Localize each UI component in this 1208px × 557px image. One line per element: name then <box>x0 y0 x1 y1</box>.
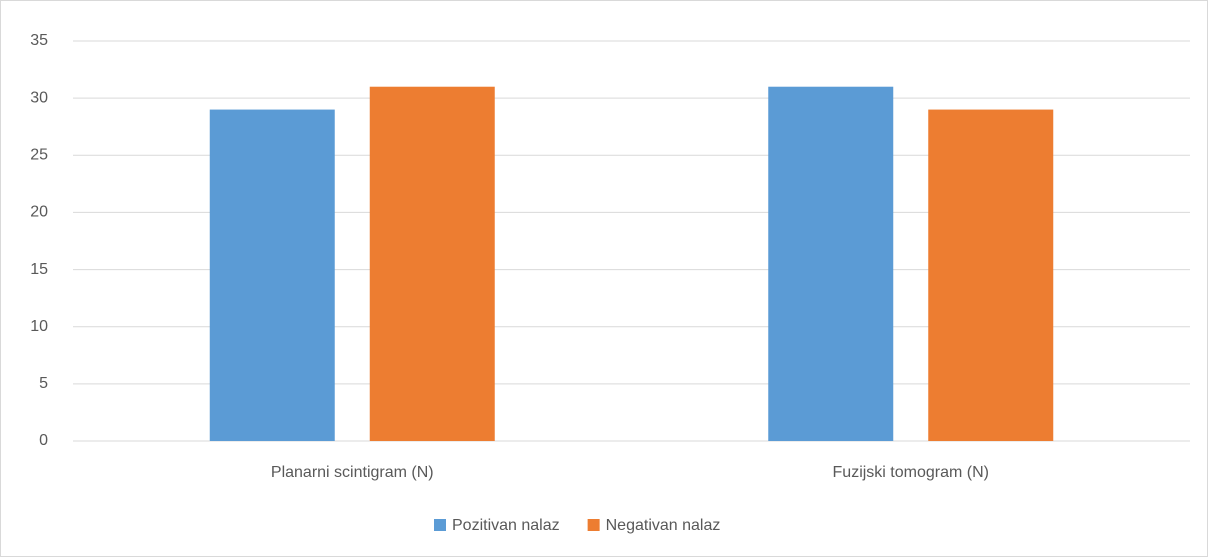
y-tick-label: 35 <box>30 32 48 49</box>
legend-swatch <box>434 519 446 531</box>
bar <box>928 109 1054 442</box>
bar <box>209 109 335 442</box>
legend-label: Pozitivan nalaz <box>452 517 560 534</box>
y-tick-label: 5 <box>39 375 48 392</box>
y-tick-label: 0 <box>39 432 48 449</box>
x-tick-label: Fuzijski tomogram (N) <box>833 464 989 481</box>
y-tick-label: 15 <box>30 261 48 278</box>
legend-label: Negativan nalaz <box>606 517 721 534</box>
y-tick-label: 20 <box>30 204 48 221</box>
legend-swatch <box>587 519 600 531</box>
bar <box>369 86 495 441</box>
x-tick-label: Planarni scintigram (N) <box>271 464 434 481</box>
y-tick-label: 10 <box>30 318 48 335</box>
y-tick-label: 30 <box>30 89 48 106</box>
bar <box>768 86 894 441</box>
y-tick-label: 25 <box>30 147 48 164</box>
